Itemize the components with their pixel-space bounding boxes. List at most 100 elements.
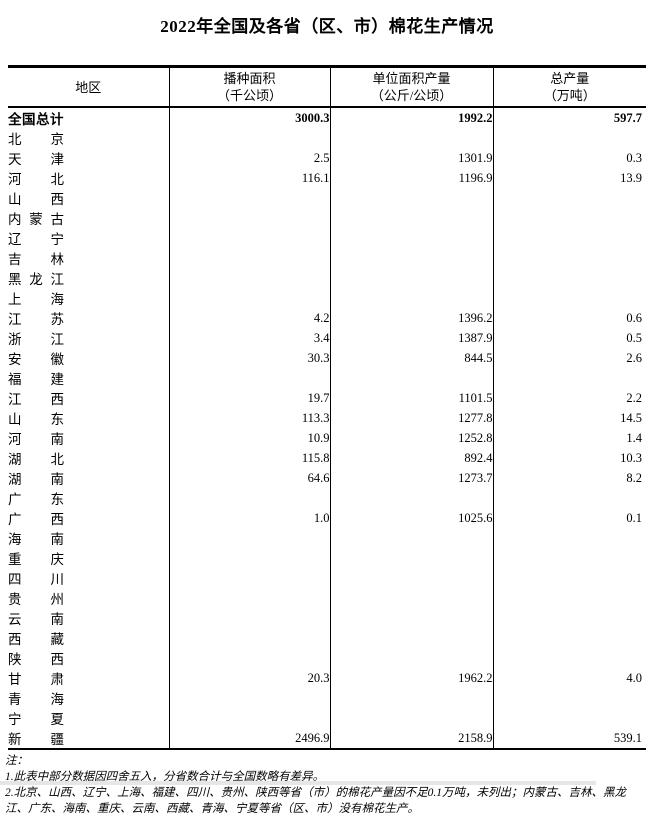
region-cell: 四川 bbox=[8, 568, 170, 588]
area-cell bbox=[169, 248, 331, 268]
region-name: 上海 bbox=[8, 292, 64, 307]
yield-cell bbox=[330, 368, 494, 388]
table-row: 辽宁 bbox=[8, 228, 646, 248]
region-cell: 贵州 bbox=[8, 588, 170, 608]
output-cell: 2.2 bbox=[626, 390, 642, 405]
area-cell: 64.6 bbox=[169, 468, 331, 488]
table-row: 广东 bbox=[8, 488, 646, 508]
region-cell: 云南 bbox=[8, 608, 170, 628]
area-cell bbox=[169, 588, 331, 608]
region-name: 广东 bbox=[8, 492, 64, 507]
yield-cell: 1101.5 bbox=[330, 388, 494, 408]
yield-cell: 1196.9 bbox=[330, 168, 494, 188]
output-cell: 539.1 bbox=[613, 730, 642, 745]
region-name: 全国总计 bbox=[8, 112, 64, 127]
area-cell: 116.1 bbox=[169, 168, 331, 188]
yield-cell: 1387.9 bbox=[330, 328, 494, 348]
yield-cell bbox=[330, 188, 494, 208]
col-header-region-label: 地区 bbox=[75, 79, 102, 95]
region-cell: 河北 bbox=[8, 168, 170, 188]
yield-cell bbox=[330, 568, 494, 588]
region-cell: 福建 bbox=[8, 368, 170, 388]
area-cell: 3000.3 bbox=[169, 107, 331, 128]
output-cell bbox=[493, 268, 646, 288]
region-cell: 新疆 bbox=[8, 728, 170, 749]
output-cell bbox=[493, 488, 646, 508]
region-name: 江苏 bbox=[8, 312, 64, 327]
region-name: 湖南 bbox=[8, 472, 64, 487]
area-cell bbox=[169, 188, 331, 208]
area-cell bbox=[169, 568, 331, 588]
output-cell: 8.2 bbox=[626, 470, 642, 485]
yield-cell: 1301.9 bbox=[330, 148, 494, 168]
table-row: 湖南 64.6 1273.7 8.2 bbox=[8, 468, 646, 488]
output-cell bbox=[493, 588, 646, 608]
output-cell bbox=[493, 628, 646, 648]
table-row: 福建 bbox=[8, 368, 646, 388]
yield-cell bbox=[330, 588, 494, 608]
output-cell: 10.3 bbox=[620, 450, 642, 465]
region-name: 宁夏 bbox=[8, 712, 64, 727]
area-cell: 3.4 bbox=[169, 328, 331, 348]
table-row: 湖北 115.8 892.4 10.3 bbox=[8, 448, 646, 468]
region-cell: 西藏 bbox=[8, 628, 170, 648]
region-name: 内蒙古 bbox=[8, 212, 64, 227]
yield-cell bbox=[330, 268, 494, 288]
table-row: 海南 bbox=[8, 528, 646, 548]
region-cell: 辽宁 bbox=[8, 228, 170, 248]
note-item-2: 2.北京、山西、辽宁、上海、福建、四川、贵州、陕西等省（市）的棉花产量因不足0.… bbox=[5, 787, 626, 815]
region-cell: 山西 bbox=[8, 188, 170, 208]
region-cell: 广东 bbox=[8, 488, 170, 508]
header-row: 地区 播种面积 （千公顷） 单位面积产量 （公斤/公顷） 总产量 （万吨） bbox=[8, 66, 646, 108]
yield-cell bbox=[330, 628, 494, 648]
area-cell: 1.0 bbox=[169, 508, 331, 528]
region-name: 湖北 bbox=[8, 452, 64, 467]
output-cell bbox=[493, 568, 646, 588]
region-name: 浙江 bbox=[8, 332, 64, 347]
page-title: 2022年全国及各省（区、市）棉花生产情况 bbox=[160, 17, 494, 36]
yield-cell bbox=[330, 608, 494, 628]
output-cell: 1.4 bbox=[626, 430, 642, 445]
region-name: 四川 bbox=[8, 572, 64, 587]
yield-cell: 1962.2 bbox=[330, 668, 494, 688]
table-row: 上海 bbox=[8, 288, 646, 308]
area-cell: 2.5 bbox=[169, 148, 331, 168]
region-cell: 陕西 bbox=[8, 648, 170, 668]
region-name: 福建 bbox=[8, 372, 64, 387]
region-name: 北京 bbox=[8, 132, 64, 147]
output-cell bbox=[493, 708, 646, 728]
table-row: 天津 2.5 1301.9 0.3 bbox=[8, 148, 646, 168]
yield-cell bbox=[330, 528, 494, 548]
region-name: 云南 bbox=[8, 612, 64, 627]
area-cell: 30.3 bbox=[169, 348, 331, 368]
region-name: 山东 bbox=[8, 412, 64, 427]
footnotes: 注： 1.此表中部分数据因四舍五入，分省数合计与全国数略有差异。 2.北京、山西… bbox=[5, 753, 645, 817]
region-cell: 浙江 bbox=[8, 328, 170, 348]
table-row: 吉林 bbox=[8, 248, 646, 268]
output-cell bbox=[493, 368, 646, 388]
table-row: 黑龙江 bbox=[8, 268, 646, 288]
table-row: 广西 1.0 1025.6 0.1 bbox=[8, 508, 646, 528]
area-cell bbox=[169, 268, 331, 288]
output-cell: 597.7 bbox=[613, 110, 642, 125]
yield-cell bbox=[330, 248, 494, 268]
region-name: 海南 bbox=[8, 532, 64, 547]
table-row-national-total: 全国总计 3000.3 1992.2 597.7 bbox=[8, 107, 646, 128]
region-cell: 安徽 bbox=[8, 348, 170, 368]
region-cell: 天津 bbox=[8, 148, 170, 168]
output-cell bbox=[493, 228, 646, 248]
region-cell: 江西 bbox=[8, 388, 170, 408]
area-cell: 4.2 bbox=[169, 308, 331, 328]
region-cell: 甘肃 bbox=[8, 668, 170, 688]
area-cell: 20.3 bbox=[169, 668, 331, 688]
region-cell: 湖北 bbox=[8, 448, 170, 468]
table-row: 内蒙古 bbox=[8, 208, 646, 228]
region-cell: 北京 bbox=[8, 128, 170, 148]
col-header-unit-yield-unit: （公斤/公顷） bbox=[370, 88, 453, 103]
area-cell: 113.3 bbox=[169, 408, 331, 428]
yield-cell: 1396.2 bbox=[330, 308, 494, 328]
table-row: 四川 bbox=[8, 568, 646, 588]
col-header-region: 地区 bbox=[8, 66, 170, 108]
area-cell bbox=[169, 608, 331, 628]
region-cell: 海南 bbox=[8, 528, 170, 548]
